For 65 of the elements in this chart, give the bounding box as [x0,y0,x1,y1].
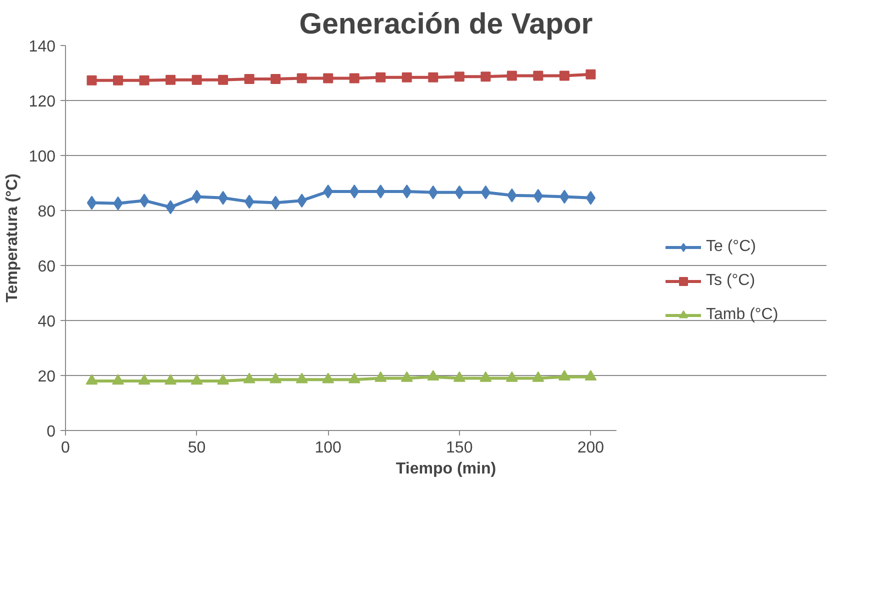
y-tick-label: 100 [28,148,56,166]
point [480,72,491,82]
point [138,374,150,385]
point [217,374,230,385]
y-tick-label: 120 [28,94,56,110]
point [244,194,254,209]
point [323,73,334,84]
x-tick-label: 150 [446,440,473,456]
point [86,374,98,385]
y-tick-label: 60 [38,258,56,276]
point [296,372,308,384]
x-tick-label: 0 [61,440,70,456]
point [400,371,413,382]
legend-label: Te (°C) [706,238,756,256]
point [86,196,97,210]
y-tick-label: 80 [38,204,56,220]
point [296,73,307,84]
point [558,370,570,381]
point [190,374,203,385]
x-axis-title: Tiempo (min) [396,460,496,478]
point [584,370,597,381]
point [86,75,97,86]
y-tick-label: 0 [46,424,56,440]
point [453,371,466,382]
point [270,372,282,384]
point [428,72,438,82]
point [427,370,440,381]
y-tick-label: 40 [38,314,56,330]
point [454,72,464,82]
point [533,70,544,81]
point [532,371,544,382]
y-tick-label: 20 [38,368,56,386]
point [533,188,544,203]
point [112,374,124,385]
point [374,371,387,382]
point [480,371,492,382]
point [586,190,596,205]
point [376,72,386,82]
point [559,70,570,81]
point [166,74,176,85]
point [506,70,517,81]
point [164,374,177,385]
y-axis-title: Temperatura (°C) [4,174,21,302]
point [192,190,202,204]
x-tick-label: 50 [188,440,206,456]
point [139,194,150,208]
chart-title: Generación de Vapor [299,8,593,40]
point [244,74,254,84]
y-tick-label: 140 [28,38,56,56]
point [218,74,228,85]
legend-label: Ts (°C) [706,272,756,290]
point [243,372,256,384]
point [322,372,334,384]
x-tick-label: 100 [314,440,342,456]
point [192,74,202,85]
point [139,75,150,86]
point [586,69,596,80]
point [270,74,281,84]
point [402,72,412,82]
point [349,73,360,84]
point [348,372,360,384]
point [113,75,124,86]
point [506,371,518,382]
legend-label: Tamb (°C) [706,306,778,324]
x-tick-label: 200 [577,440,604,456]
